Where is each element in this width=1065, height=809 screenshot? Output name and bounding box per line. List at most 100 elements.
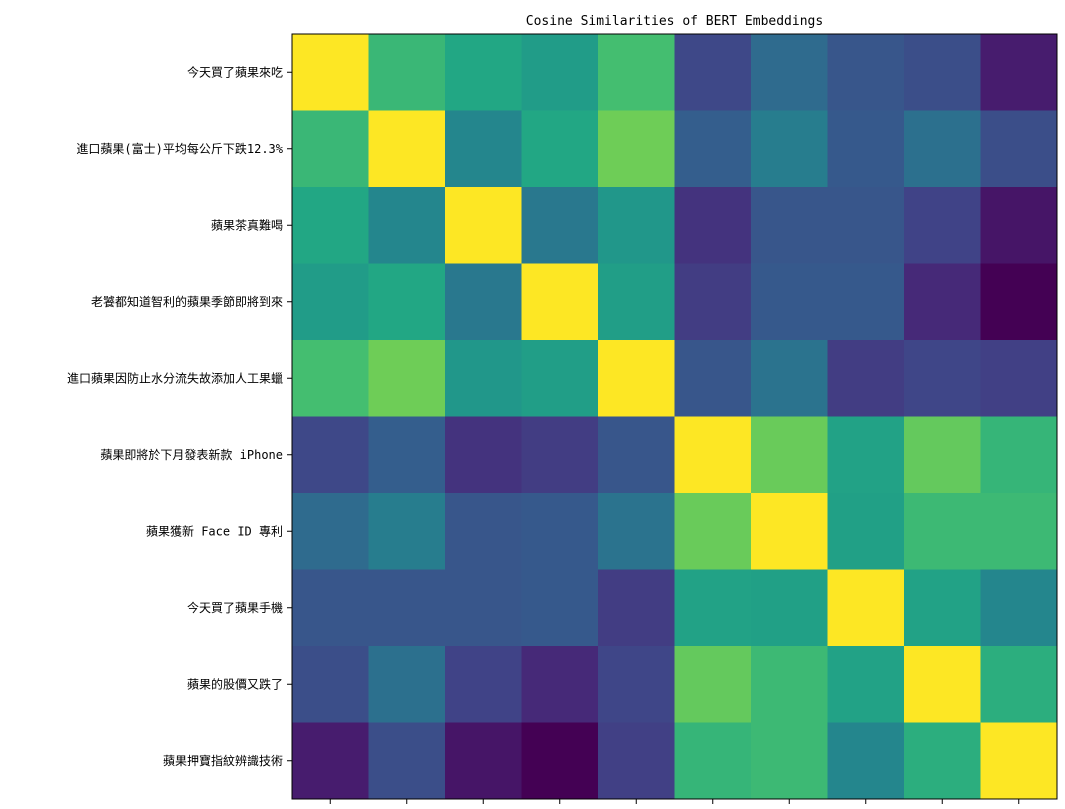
y-tick-label: 蘋果獲新 Face ID 專利 [146, 523, 283, 538]
heatmap-cell [292, 34, 369, 111]
heatmap-cell [598, 646, 675, 723]
heatmap-cell [521, 493, 599, 570]
heatmap-cell [674, 340, 752, 417]
heatmap-cell [751, 646, 828, 723]
heatmap-cell [445, 646, 522, 723]
heatmap-cell [521, 416, 599, 494]
y-tick-label: 進口蘋果(富士)平均每公斤下跌12.3% [76, 141, 283, 156]
heatmap-cell [368, 646, 446, 723]
x-axis [329, 799, 1020, 804]
heatmap-cell [368, 34, 446, 111]
heatmap-cell [292, 722, 369, 800]
y-tick-label: 進口蘋果因防止水分流失故添加人工果蠟 [67, 370, 283, 385]
y-tick-label: 今天買了蘋果來吃 [187, 64, 283, 79]
heatmap-cell [292, 340, 369, 417]
heatmap-cell [674, 722, 752, 800]
heatmap-cell [751, 340, 828, 417]
heatmap-cell [904, 340, 981, 417]
heatmap-cell [368, 493, 446, 570]
heatmap-cell [521, 569, 599, 647]
heatmap-cell [980, 187, 1058, 264]
heatmap-cell [598, 569, 675, 647]
heatmap-cell [904, 569, 981, 647]
heatmap-cell [751, 569, 828, 647]
heatmap-cell [904, 493, 981, 570]
heatmap-cell [674, 34, 752, 111]
heatmap-cell [751, 187, 828, 264]
heatmap-cell [521, 722, 599, 800]
heatmap-cell [827, 340, 905, 417]
heatmap-cell [674, 493, 752, 570]
heatmap-cell [521, 340, 599, 417]
heatmap-cell [904, 722, 981, 800]
y-tick-label: 蘋果茶真難喝 [211, 217, 283, 232]
plot-frame [291, 33, 1058, 800]
heatmap-cell [521, 263, 599, 341]
y-tick-label: 今天買了蘋果手機 [187, 600, 283, 615]
heatmap-cell [674, 263, 752, 341]
heatmap-cell [445, 110, 522, 188]
heatmap-cell [598, 493, 675, 570]
heatmap-cell [980, 110, 1058, 188]
heatmap-cell [980, 34, 1058, 111]
y-tick-label: 蘋果的股價又跌了 [187, 676, 283, 691]
y-tick-label: 老饕都知道智利的蘋果季節即將到來 [91, 294, 283, 309]
heatmap-cell [674, 110, 752, 188]
heatmap-cell [368, 110, 446, 188]
heatmap-cell [368, 416, 446, 494]
heatmap-cell [598, 187, 675, 264]
heatmap-cell [827, 416, 905, 494]
heatmap-cell [980, 493, 1058, 570]
heatmap-cell [445, 722, 522, 800]
heatmap-cell [292, 646, 369, 723]
heatmap-cell [598, 340, 675, 417]
heatmap-cell [904, 646, 981, 723]
heatmap-cell [751, 493, 828, 570]
heatmap-cell [980, 722, 1058, 800]
heatmap-cell [521, 646, 599, 723]
heatmap-cell [598, 110, 675, 188]
heatmap-cell [904, 34, 981, 111]
chart-title: Cosine Similarities of BERT Embeddings [526, 14, 823, 29]
heatmap-cell [292, 569, 369, 647]
heatmap-cell [521, 34, 599, 111]
heatmap-cell [980, 340, 1058, 417]
heatmap-cell [827, 722, 905, 800]
heatmap-cell [368, 569, 446, 647]
heatmap-cell [980, 416, 1058, 494]
heatmap-cell [368, 263, 446, 341]
heatmap-cell [292, 110, 369, 188]
heatmap-cell [292, 493, 369, 570]
heatmap-cell [521, 187, 599, 264]
heatmap-cell [674, 569, 752, 647]
heatmap-cell [598, 263, 675, 341]
heatmap-cells [292, 34, 1058, 800]
heatmap-cell [292, 263, 369, 341]
heatmap-cell [827, 493, 905, 570]
heatmap-cell [751, 110, 828, 188]
heatmap-cell [827, 569, 905, 647]
heatmap-cell [368, 187, 446, 264]
heatmap-cell [980, 646, 1058, 723]
heatmap-cell [598, 416, 675, 494]
heatmap-cell [368, 722, 446, 800]
heatmap-cell [598, 34, 675, 111]
heatmap-cell [445, 569, 522, 647]
heatmap-cell [521, 110, 599, 188]
heatmap-cell [827, 110, 905, 188]
heatmap-cell [445, 416, 522, 494]
heatmap-cell [904, 110, 981, 188]
heatmap-cell [980, 569, 1058, 647]
heatmap-cell [445, 493, 522, 570]
heatmap-cell [827, 646, 905, 723]
heatmap-cell [827, 187, 905, 264]
heatmap-cell [751, 34, 828, 111]
heatmap-cell [751, 263, 828, 341]
heatmap-cell [904, 263, 981, 341]
heatmap-cell [292, 187, 369, 264]
heatmap-cell [980, 263, 1058, 341]
heatmap-cell [751, 722, 828, 800]
heatmap-cell [445, 34, 522, 111]
